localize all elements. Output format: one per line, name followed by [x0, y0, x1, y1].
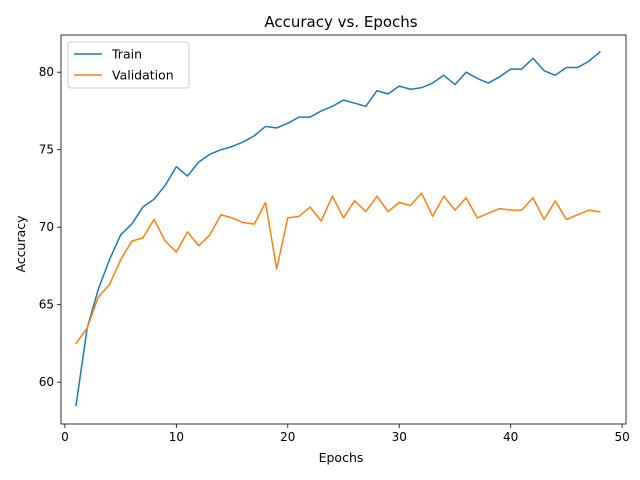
- y-axis-label: Accuracy: [13, 215, 28, 273]
- y-tick-label: 75: [39, 143, 54, 157]
- x-tick-label: 10: [169, 430, 184, 444]
- x-tick-label: 50: [614, 430, 629, 444]
- plot-frame: [60, 34, 627, 425]
- legend-label-train: Train: [111, 47, 142, 62]
- x-axis-label: Epochs: [319, 450, 364, 465]
- x-tick-label: 30: [392, 430, 407, 444]
- x-tick-label: 0: [61, 430, 69, 444]
- series-line-train: [75, 50, 601, 407]
- y-tick-label: 60: [39, 375, 54, 389]
- chart-title: Accuracy vs. Epochs: [264, 13, 417, 31]
- plot-area: 0 10 20 30 40 50 60 65 70 75 80 Train Validation: [39, 34, 630, 444]
- legend-label-validation: Validation: [112, 68, 174, 83]
- y-tick-label: 80: [39, 65, 54, 79]
- x-tick-label: 40: [503, 430, 518, 444]
- series-line-validation: [74, 192, 601, 345]
- y-tick-label: 70: [39, 220, 54, 234]
- x-tick-label: 20: [280, 430, 295, 444]
- y-tick-label: 65: [39, 298, 54, 312]
